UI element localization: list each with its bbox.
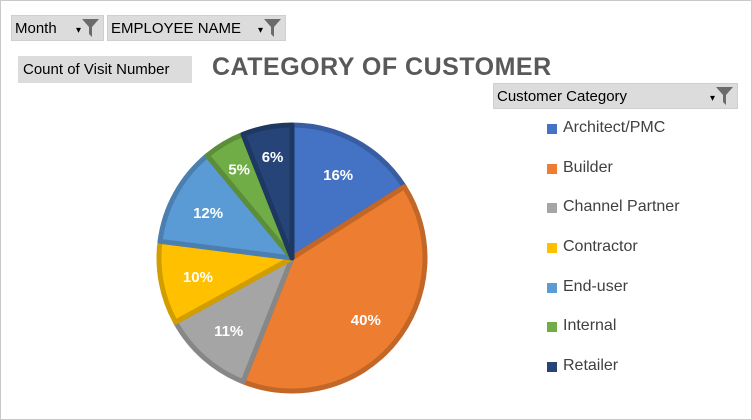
- data-label-end-user: 12%: [193, 205, 223, 222]
- pie-slice-channel-partner[interactable]: [172, 255, 295, 385]
- legend-swatch: [547, 362, 557, 373]
- data-label-retailer: 6%: [262, 149, 284, 166]
- data-label-architect-pmc: 16%: [323, 167, 353, 184]
- legend-label: Contractor: [563, 238, 638, 256]
- legend-item[interactable]: Architect/PMC: [547, 119, 680, 159]
- employee-name-filter-button[interactable]: EMPLOYEE NAME ▾: [107, 15, 286, 41]
- filter-funnel-icon[interactable]: ▾: [76, 19, 99, 37]
- legend-item[interactable]: Internal: [547, 317, 680, 357]
- value-field-button[interactable]: Count of Visit Number: [18, 56, 192, 83]
- pie-slice-end-user[interactable]: [157, 153, 295, 261]
- legend-field-label: Customer Category: [497, 87, 628, 105]
- data-label-internal: 5%: [228, 162, 250, 179]
- pie-slice-architect-pmc[interactable]: [289, 122, 407, 261]
- legend-label: Builder: [563, 158, 613, 176]
- chart-legend: Architect/PMC Builder Channel Partner Contr…: [547, 119, 680, 397]
- legend-label: End-user: [563, 277, 628, 295]
- legend-item[interactable]: End-user: [547, 278, 680, 318]
- chart-title: CATEGORY OF CUSTOMER: [212, 53, 552, 81]
- legend-swatch: [547, 124, 557, 134]
- legend-swatch: [547, 163, 557, 174]
- legend-item[interactable]: Retailer: [547, 357, 680, 397]
- dropdown-arrow-icon: ▾: [257, 25, 263, 36]
- dropdown-arrow-icon: ▾: [709, 93, 715, 104]
- customer-category-filter-button[interactable]: Customer Category ▾: [493, 83, 738, 109]
- data-label-builder: 40%: [351, 312, 381, 329]
- value-field-label: Count of Visit Number: [23, 61, 170, 78]
- pie-slice-builder[interactable]: [240, 184, 428, 394]
- legend-label: Architect/PMC: [563, 119, 666, 136]
- filter-funnel-icon[interactable]: ▾: [258, 19, 281, 37]
- legend-swatch: [547, 322, 557, 333]
- legend-swatch: [547, 243, 557, 254]
- legend-swatch: [547, 282, 557, 293]
- month-filter-label: Month: [15, 19, 57, 37]
- legend-label: Retailer: [563, 357, 619, 375]
- legend-item[interactable]: Channel Partner: [547, 198, 680, 238]
- data-label-contractor: 10%: [183, 269, 213, 286]
- data-label-channel-partner: 11%: [214, 323, 243, 340]
- employee-filter-label: EMPLOYEE NAME: [111, 19, 242, 37]
- legend-item[interactable]: Builder: [547, 159, 680, 199]
- month-filter-button[interactable]: Month ▾: [11, 15, 104, 41]
- pie-slice-retailer[interactable]: [240, 122, 295, 261]
- legend-item[interactable]: Contractor: [547, 238, 680, 278]
- dropdown-arrow-icon: ▾: [75, 25, 81, 36]
- legend-label: Internal: [563, 317, 617, 335]
- legend-label: Channel Partner: [563, 198, 680, 216]
- filter-funnel-icon[interactable]: ▾: [710, 87, 733, 105]
- legend-swatch: [547, 203, 557, 214]
